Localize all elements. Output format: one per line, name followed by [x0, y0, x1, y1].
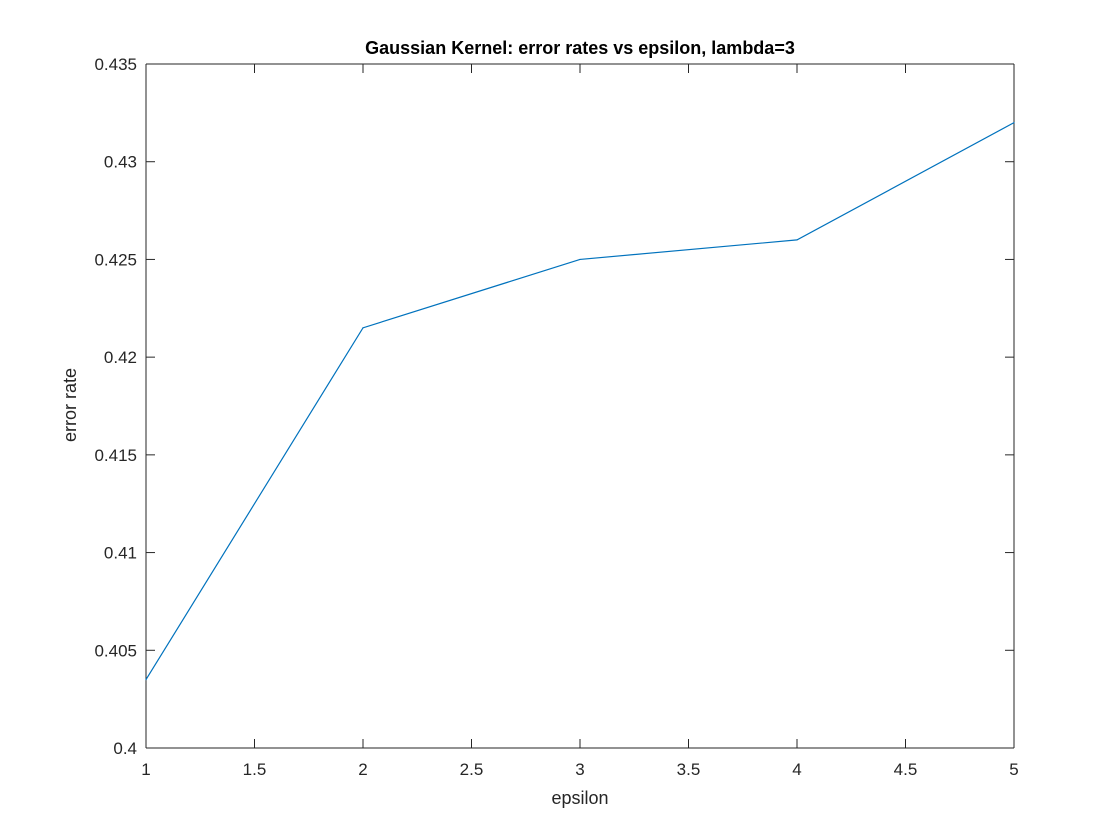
y-axis-label: error rate [60, 368, 80, 442]
chart-title: Gaussian Kernel: error rates vs epsilon,… [365, 38, 795, 58]
plot-background [146, 64, 1014, 748]
series-layer [145, 122, 1015, 681]
x-tick-label: 1.5 [243, 760, 267, 779]
data-point [579, 258, 581, 261]
y-tick-label: 0.42 [104, 348, 137, 367]
x-tick-label: 4 [792, 760, 801, 779]
x-tick-label: 3 [575, 760, 584, 779]
y-tick-label: 0.425 [94, 250, 137, 269]
data-point [145, 679, 147, 681]
y-tick-label: 0.43 [104, 153, 137, 172]
data-point [1013, 122, 1015, 124]
x-tick-label: 2 [358, 760, 367, 779]
x-axis-label: epsilon [551, 788, 608, 808]
y-tick-label: 0.41 [104, 544, 137, 563]
x-tick-label: 4.5 [894, 760, 918, 779]
y-tick-label: 0.4 [113, 739, 137, 758]
x-tick-label: 1 [141, 760, 150, 779]
data-point [362, 327, 364, 329]
x-tick-label: 5 [1009, 760, 1018, 779]
y-tick-label: 0.405 [94, 641, 137, 660]
y-tick-label: 0.415 [94, 446, 137, 465]
ticks-layer: 1 1.5 2 2.5 3 3.5 4 4.5 5 0.4 0.405 0.41 0.415 0.42 0.… [94, 55, 1018, 779]
y-tick-label: 0.435 [94, 55, 137, 74]
plot-area [145, 63, 1015, 749]
data-point [796, 239, 798, 241]
x-tick-label: 3.5 [677, 760, 701, 779]
x-tick-label: 2.5 [460, 760, 484, 779]
